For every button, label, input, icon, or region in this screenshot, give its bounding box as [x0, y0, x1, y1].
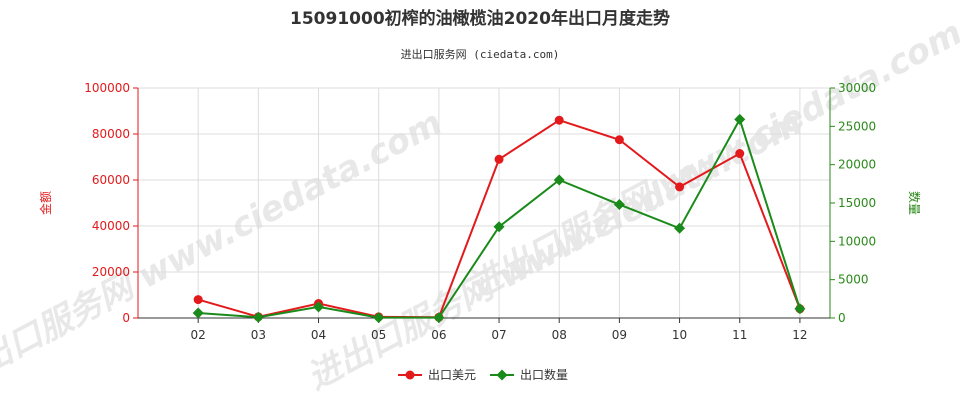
- right-tick-label: 25000: [838, 119, 876, 133]
- x-tick-label: 05: [371, 328, 386, 342]
- data-point: [735, 149, 745, 159]
- chart-title: 15091000初榨的油橄榄油2020年出口月度走势: [290, 8, 670, 29]
- series-2: [192, 113, 806, 324]
- x-tick-label: 11: [732, 328, 747, 342]
- axes: 0 20000 40000 60000 80000 100000 0 5000 10000 150…: [38, 81, 922, 342]
- x-tick-label: 03: [251, 328, 266, 342]
- right-tick-label: 20000: [838, 158, 876, 172]
- right-tick-label: 15000: [838, 196, 876, 210]
- data-point: [493, 221, 505, 233]
- data-point: [614, 135, 624, 145]
- legend-swatch-marker: [405, 370, 415, 380]
- chart-subtitle: 进出口服务网 (ciedata.com): [401, 47, 560, 61]
- series-layer: [192, 113, 806, 324]
- left-tick-label: 0: [122, 311, 130, 325]
- data-point: [192, 307, 204, 319]
- data-point: [734, 113, 746, 125]
- right-tick-label: 0: [838, 311, 846, 325]
- right-axis-label: 数量: [907, 191, 922, 215]
- data-point: [554, 115, 564, 125]
- data-point: [252, 311, 264, 323]
- data-point: [373, 312, 385, 324]
- data-point: [313, 301, 325, 313]
- left-tick-label: 80000: [92, 127, 130, 141]
- left-tick-label: 60000: [92, 173, 130, 187]
- right-tick-label: 30000: [838, 81, 876, 95]
- right-tick-label: 5000: [838, 273, 869, 287]
- x-tick-label: 06: [431, 328, 446, 342]
- right-tick-label: 10000: [838, 234, 876, 248]
- data-point: [553, 174, 565, 186]
- data-point: [675, 182, 685, 192]
- x-tick-label: 10: [672, 328, 687, 342]
- data-point: [433, 312, 445, 324]
- legend-label: 出口美元: [428, 368, 476, 382]
- x-tick-label: 09: [612, 328, 627, 342]
- left-tick-label: 100000: [84, 81, 130, 95]
- data-point: [193, 295, 203, 305]
- data-point: [613, 199, 625, 211]
- data-point: [674, 222, 686, 234]
- data-point: [494, 154, 504, 164]
- x-tick-label: 02: [191, 328, 206, 342]
- left-axis-label: 金额: [38, 191, 53, 215]
- legend: 出口美元 出口数量: [398, 367, 568, 382]
- x-tick-label: 07: [491, 328, 506, 342]
- x-tick-label: 04: [311, 328, 326, 342]
- x-tick-label: 12: [792, 328, 807, 342]
- left-tick-label: 20000: [92, 265, 130, 279]
- data-point: [794, 303, 806, 315]
- legend-label: 出口数量: [520, 367, 568, 382]
- legend-swatch-marker: [496, 369, 508, 381]
- x-tick-label: 08: [552, 328, 567, 342]
- left-tick-label: 40000: [92, 219, 130, 233]
